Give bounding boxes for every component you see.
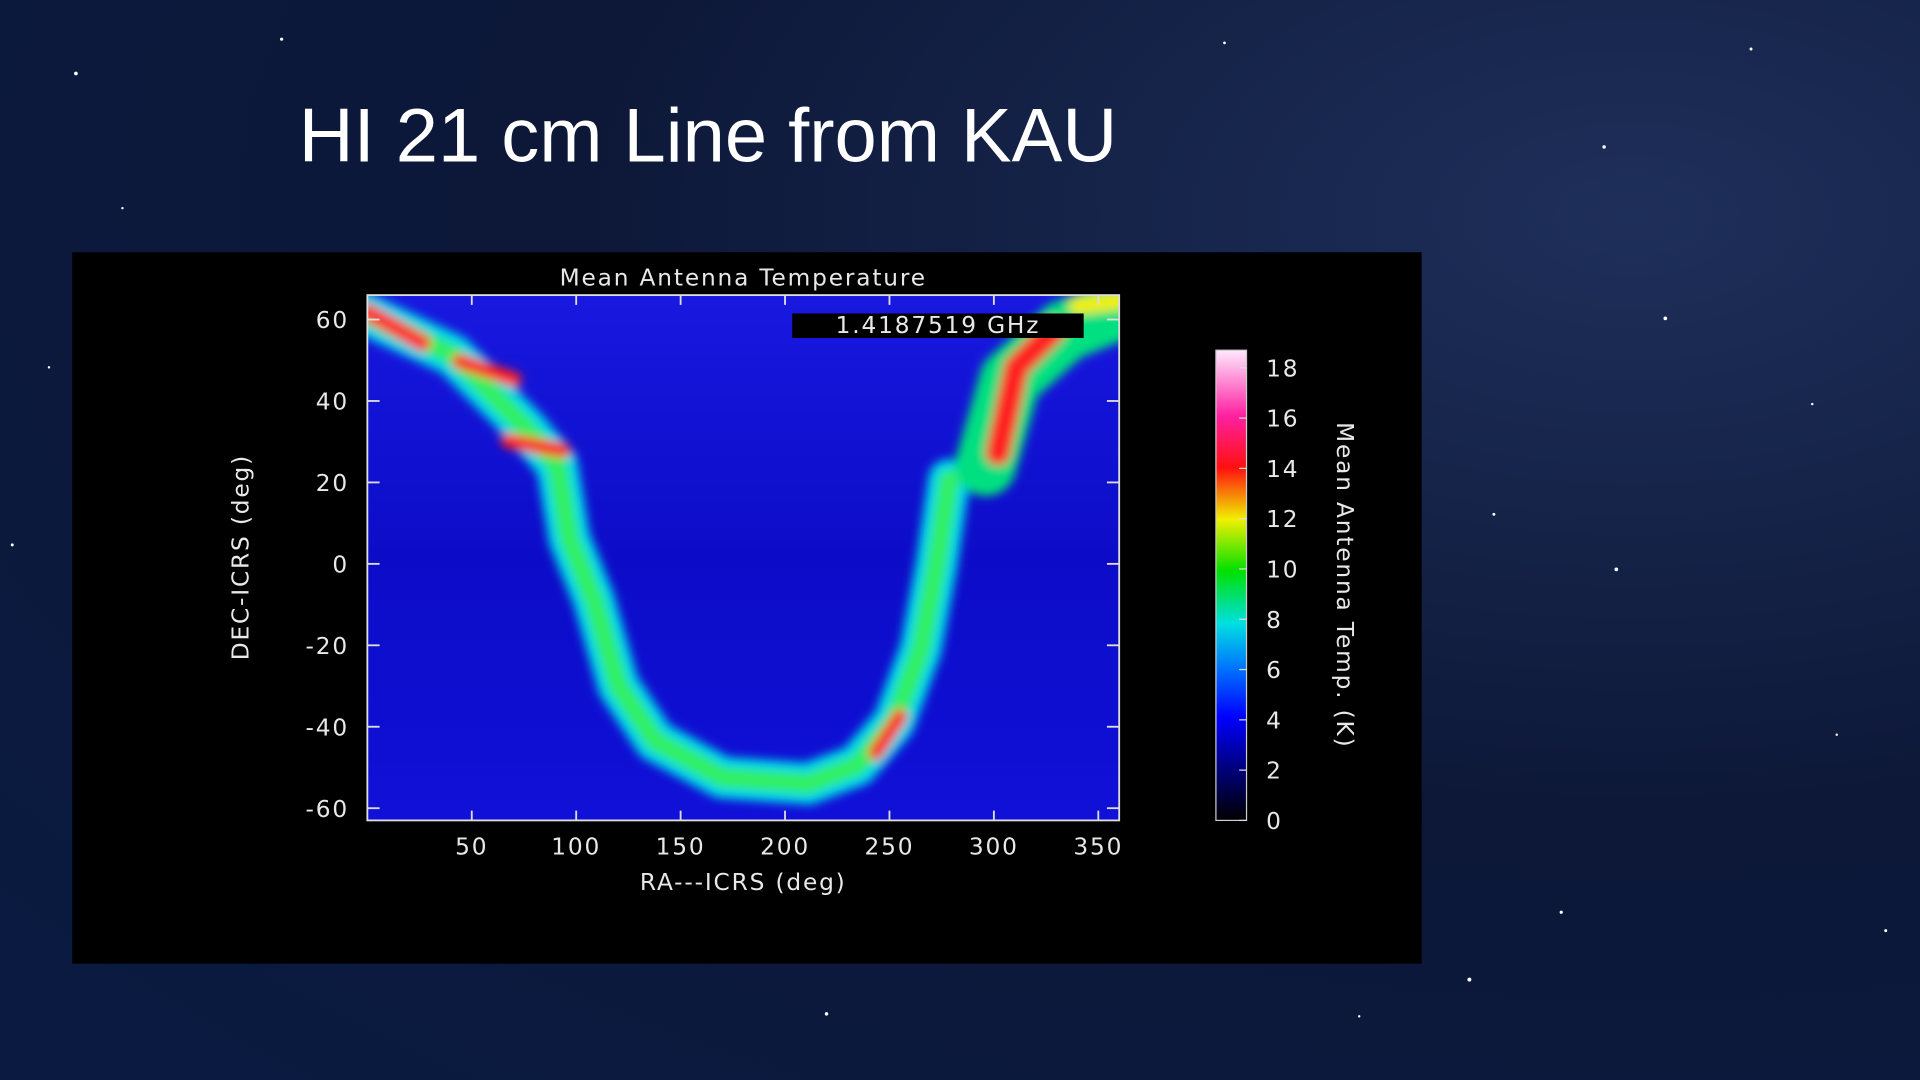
axes: 50 100 150 200 250 300 3506040200-20-40-601816… <box>305 295 1299 861</box>
y-tick-label: 60 <box>316 307 349 334</box>
stars <box>10 37 1888 1018</box>
colorbar-tick-label: 12 <box>1266 506 1299 533</box>
colorbar-tick-label: 2 <box>1266 758 1283 785</box>
y-tick-label: 0 <box>332 551 349 578</box>
colorbar-label: Mean Antenna Temp. (K) <box>1331 422 1358 748</box>
colorbar-tick-label: 16 <box>1266 406 1299 433</box>
y-tick-label: -60 <box>305 796 349 823</box>
x-tick-label: 350 <box>1073 834 1123 861</box>
colorbar-tick-label: 10 <box>1266 557 1299 584</box>
x-tick-label: 200 <box>760 834 810 861</box>
annotation: 1.4187519 GHz <box>836 312 1041 339</box>
chart-title: Mean Antenna Temperature <box>560 264 927 291</box>
x-tick-label: 300 <box>969 834 1019 861</box>
annotation-box <box>792 313 1084 338</box>
y-tick-label: -20 <box>305 633 349 660</box>
y-tick-label: 20 <box>316 470 349 497</box>
y-tick-label: 40 <box>316 389 349 416</box>
y-axis-label: DEC-ICRS (deg) <box>228 454 255 660</box>
x-tick-label: 50 <box>455 834 488 861</box>
colorbar-tick-label: 14 <box>1266 456 1299 483</box>
x-tick-label: 150 <box>656 834 706 861</box>
heatmap-image <box>367 295 1120 821</box>
plot-frame <box>366 294 1121 822</box>
x-axis-label: RA---ICRS (deg) <box>640 869 847 896</box>
slide-title: HI 21 cm Line from KAU <box>299 94 1117 179</box>
colorbar <box>1215 349 1248 822</box>
colorbar-tick-label: 0 <box>1266 808 1283 835</box>
colorbar-tick-label: 4 <box>1266 707 1283 734</box>
colorbar-tick-label: 18 <box>1266 355 1299 382</box>
colorbar-tick-label: 8 <box>1266 607 1283 634</box>
y-tick-label: -40 <box>305 714 349 741</box>
x-tick-label: 250 <box>865 834 915 861</box>
x-tick-label: 100 <box>551 834 601 861</box>
colorbar-tick-label: 6 <box>1266 657 1283 684</box>
